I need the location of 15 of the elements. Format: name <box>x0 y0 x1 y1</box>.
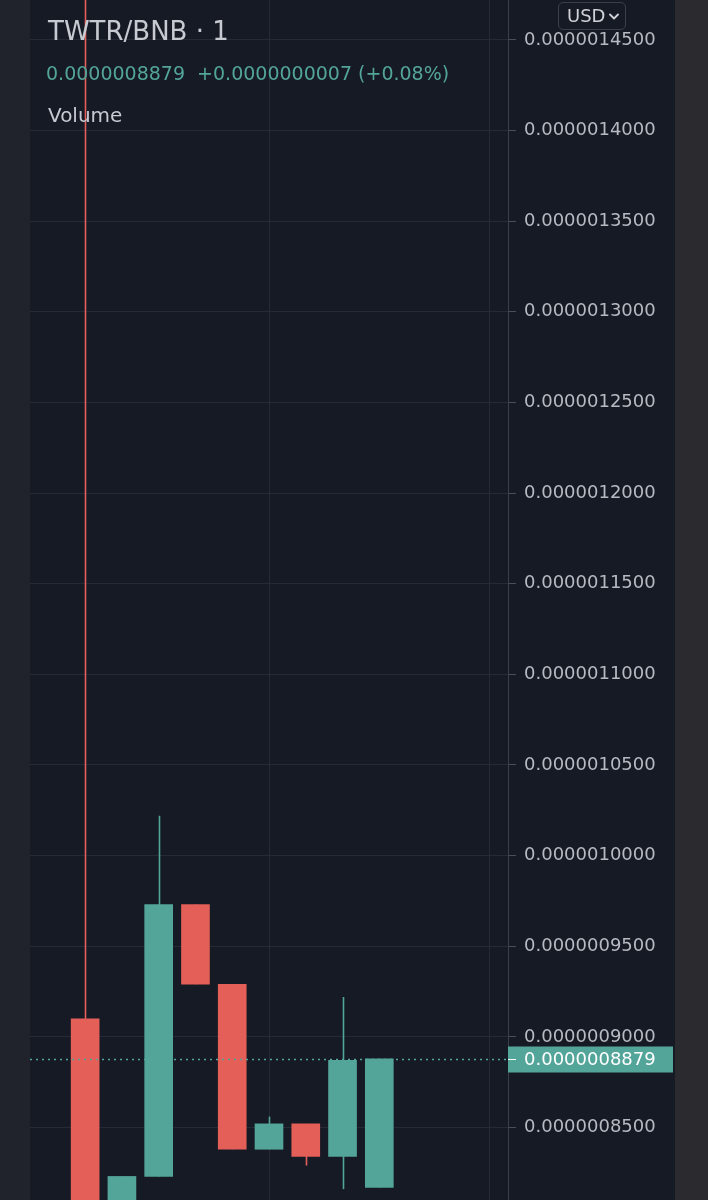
y-tick-label: 0.0000009000 <box>524 1024 656 1046</box>
y-tick-label: 0.0000013500 <box>524 208 656 230</box>
y-tick-label: 0.0000013000 <box>524 299 656 321</box>
y-tick-label: 0.0000014500 <box>524 27 656 49</box>
y-tick-label: 0.0000011500 <box>524 571 656 593</box>
y-tick-label: 0.0000010000 <box>524 843 656 865</box>
dropdown-button: USD <box>558 2 627 30</box>
ref-line-label: 0.0000008879 <box>524 1048 656 1070</box>
y-tick-label: 0.0000012000 <box>524 480 656 502</box>
y-tick-label: 0.0000014000 <box>524 118 656 140</box>
y-tick-label: 0.0000011000 <box>524 661 656 683</box>
y-tick-label: 0.0000010500 <box>524 752 656 774</box>
y-tick-label: 0.0000008500 <box>524 1115 656 1137</box>
y-tick-label: 0.0000009500 <box>524 933 656 955</box>
y-tick-label: 0.0000012500 <box>524 390 656 412</box>
